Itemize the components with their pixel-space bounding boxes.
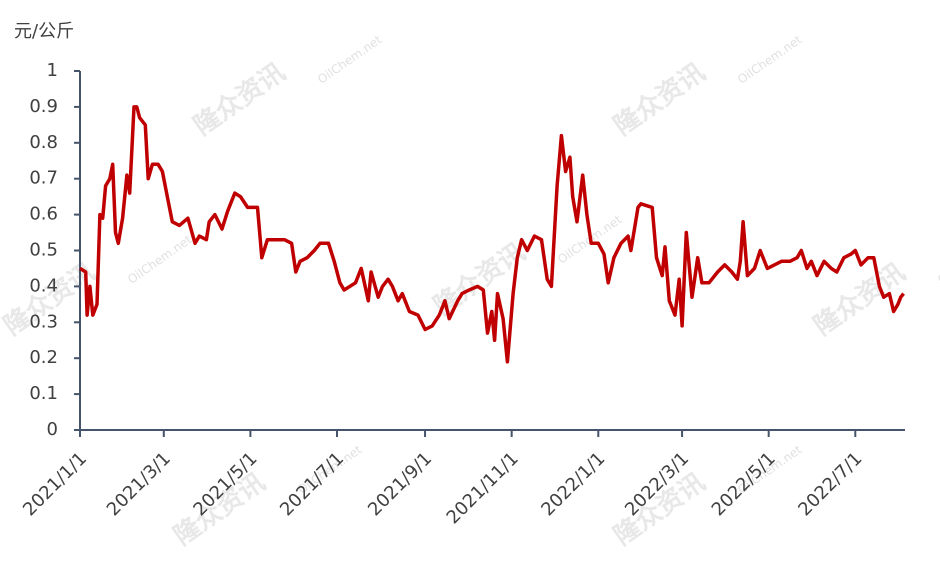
x-tick-label: 2021/7/1 xyxy=(276,448,348,520)
y-tick-label: 0.2 xyxy=(29,347,58,368)
watermark: OilChem.net xyxy=(315,32,384,86)
y-tick-label: 0 xyxy=(47,419,58,440)
watermark: OilChem.net xyxy=(935,232,940,286)
x-tick-label: 2021/3/1 xyxy=(103,448,175,520)
y-axis-label: 元/公斤 xyxy=(14,21,74,42)
y-tick-label: 0.6 xyxy=(29,204,58,225)
watermark: OilChem.net xyxy=(735,32,804,86)
y-tick-label: 0.9 xyxy=(29,96,58,117)
x-tick-label: 2022/7/1 xyxy=(794,448,866,520)
x-tick-label: 2022/1/1 xyxy=(537,448,609,520)
watermark: 隆众资讯 xyxy=(809,257,911,341)
x-tick-label: 2021/11/1 xyxy=(443,448,523,528)
y-tick-label: 0.7 xyxy=(29,168,58,189)
data-line xyxy=(79,105,905,364)
watermark: OilChem.net xyxy=(125,232,194,286)
x-tick-label: 2021/9/1 xyxy=(364,448,436,520)
x-tick-label: 2021/1/1 xyxy=(19,448,91,520)
watermark: 隆众资讯 xyxy=(609,57,711,141)
y-tick-label: 0.5 xyxy=(29,240,58,261)
y-tick-label: 0.4 xyxy=(29,275,58,296)
y-tick-label: 0.1 xyxy=(29,383,58,404)
y-tick-label: 0.8 xyxy=(29,132,58,153)
y-tick-label: 1 xyxy=(47,60,58,81)
y-tick-label: 0.3 xyxy=(29,311,58,332)
x-tick-label: 2022/5/1 xyxy=(708,448,780,520)
watermark: 隆众资讯 xyxy=(189,57,291,141)
